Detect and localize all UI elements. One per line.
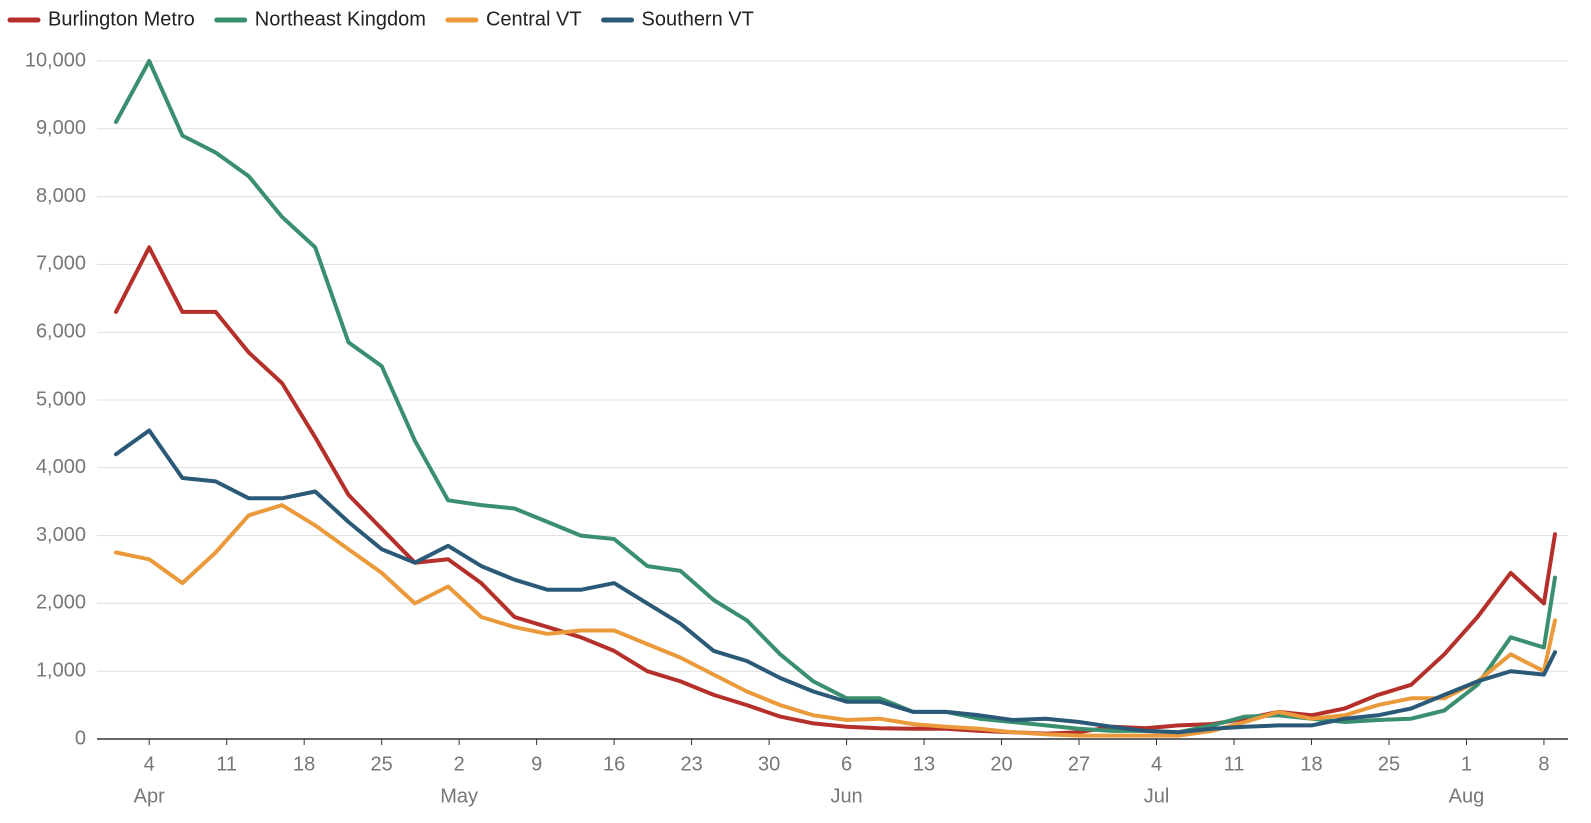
month-label: Aug <box>1449 785 1485 807</box>
x-tick-label: 1 <box>1461 753 1472 775</box>
x-tick-label: 18 <box>1300 753 1322 775</box>
x-tick-label: 6 <box>841 753 852 775</box>
x-tick-label: 16 <box>603 753 625 775</box>
y-tick-label: 9,000 <box>36 117 86 139</box>
series-line <box>114 503 1557 738</box>
legend-label: Burlington Metro <box>48 8 195 30</box>
y-tick-label: 3,000 <box>36 524 86 546</box>
y-tick-label: 7,000 <box>36 253 86 275</box>
x-tick-label: 2 <box>454 753 465 775</box>
x-tick-label: 25 <box>1378 753 1400 775</box>
x-tick-label: 9 <box>531 753 542 775</box>
legend-label: Central VT <box>486 8 582 30</box>
x-tick-label: 23 <box>680 753 702 775</box>
x-tick-label: 18 <box>293 753 315 775</box>
series-line <box>114 59 1557 735</box>
x-tick-label: 8 <box>1538 753 1549 775</box>
legend-label: Northeast Kingdom <box>255 8 426 30</box>
x-tick-label: 11 <box>216 753 237 775</box>
x-tick-label: 20 <box>990 753 1012 775</box>
series-line <box>114 245 1557 736</box>
y-tick-label: 0 <box>75 727 86 749</box>
y-tick-label: 1,000 <box>36 659 86 681</box>
y-tick-label: 5,000 <box>36 388 86 410</box>
month-label: Apr <box>134 785 165 807</box>
x-tick-label: 11 <box>1224 753 1245 775</box>
y-tick-label: 10,000 <box>25 49 86 71</box>
y-tick-label: 8,000 <box>36 185 86 207</box>
y-tick-label: 2,000 <box>36 592 86 614</box>
x-tick-label: 13 <box>913 753 935 775</box>
x-tick-label: 27 <box>1068 753 1090 775</box>
month-label: May <box>440 785 478 807</box>
month-label: Jul <box>1144 785 1170 807</box>
x-tick-label: 4 <box>144 753 155 775</box>
y-tick-label: 6,000 <box>36 320 86 342</box>
x-tick-label: 25 <box>371 753 393 775</box>
x-tick-label: 4 <box>1151 753 1162 775</box>
legend-label: Southern VT <box>642 8 754 30</box>
x-tick-label: 30 <box>758 753 780 775</box>
month-label: Jun <box>830 785 862 807</box>
series-line <box>114 428 1557 735</box>
y-tick-label: 4,000 <box>36 456 86 478</box>
